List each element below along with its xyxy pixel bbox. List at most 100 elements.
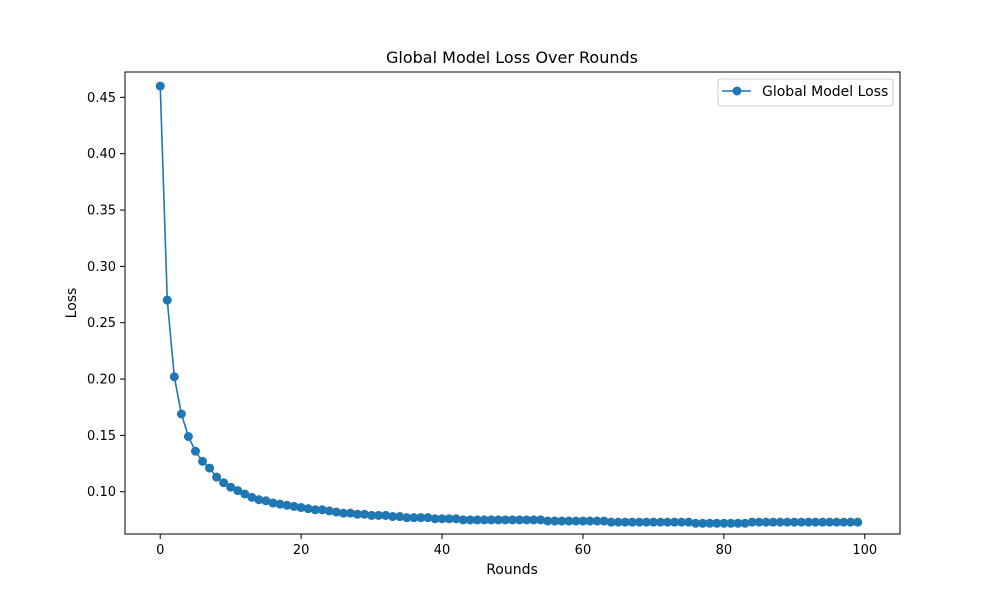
data-point — [585, 516, 595, 526]
data-point — [155, 81, 165, 91]
data-point — [846, 517, 856, 527]
y-tick-label: 0.30 — [87, 260, 116, 275]
data-point — [219, 478, 229, 488]
data-point — [613, 517, 623, 527]
data-point — [578, 516, 588, 526]
chart-title: Global Model Loss Over Rounds — [386, 48, 638, 67]
data-point — [522, 515, 532, 525]
data-point — [515, 515, 525, 525]
data-point — [289, 501, 299, 511]
data-point — [663, 517, 672, 527]
y-axis: 0.10 0.15 0.20 0.25 0.30 0.35 0.40 0.45 — [87, 91, 125, 500]
data-point — [275, 499, 285, 509]
data-point — [402, 513, 412, 523]
data-point — [444, 514, 454, 524]
legend-marker-icon — [732, 86, 742, 96]
y-tick-label: 0.35 — [87, 204, 116, 219]
data-point — [839, 517, 849, 527]
data-point — [571, 516, 581, 526]
data-point — [825, 517, 835, 527]
y-tick-label: 0.45 — [87, 91, 116, 106]
data-point — [705, 518, 715, 528]
data-point — [437, 514, 447, 524]
data-point — [240, 489, 250, 499]
data-point — [768, 517, 778, 527]
data-point — [832, 517, 842, 527]
data-point — [648, 517, 658, 527]
data-point — [550, 516, 560, 526]
data-point — [789, 517, 799, 527]
x-tick-label: 40 — [434, 543, 451, 558]
data-point — [296, 503, 306, 513]
data-point — [338, 508, 348, 518]
data-point — [500, 515, 510, 525]
data-point — [381, 510, 391, 520]
plot-area — [124, 71, 901, 535]
data-point — [317, 505, 327, 515]
x-tick-label: 20 — [293, 543, 310, 558]
legend-label: Global Model Loss — [762, 84, 888, 100]
data-point — [183, 432, 193, 442]
data-point — [409, 513, 419, 523]
data-point — [691, 518, 701, 528]
x-axis-label: Rounds — [486, 562, 538, 578]
x-tick-label: 0 — [156, 543, 164, 558]
data-point — [493, 515, 503, 525]
data-point — [423, 513, 433, 523]
data-point — [761, 517, 771, 527]
data-point — [268, 498, 278, 508]
data-point — [733, 518, 743, 528]
data-point — [212, 472, 222, 482]
data-point — [529, 515, 539, 525]
data-point — [775, 517, 785, 527]
data-point — [451, 514, 461, 524]
data-point — [282, 500, 292, 510]
data-point — [677, 517, 687, 527]
data-point — [599, 516, 609, 526]
data-point — [190, 446, 200, 456]
data-point — [416, 513, 426, 523]
data-point — [782, 517, 792, 527]
data-point — [247, 492, 257, 502]
x-tick-label: 80 — [716, 543, 733, 558]
data-point — [205, 463, 215, 473]
data-point — [472, 515, 482, 525]
data-point — [360, 509, 370, 519]
data-point — [698, 518, 708, 528]
data-point — [641, 517, 651, 527]
data-point — [303, 504, 313, 514]
data-point — [226, 482, 236, 492]
data-point — [324, 506, 334, 516]
series-group — [155, 81, 863, 528]
data-point — [254, 495, 264, 505]
data-point — [395, 512, 405, 522]
data-point — [557, 516, 567, 526]
data-point — [233, 486, 243, 496]
data-point — [261, 496, 271, 506]
y-axis-label: Loss — [64, 288, 80, 319]
data-point — [374, 510, 384, 520]
legend: Global Model Loss — [717, 78, 894, 107]
data-point — [465, 515, 475, 525]
y-tick-label: 0.25 — [87, 316, 116, 331]
data-point — [712, 518, 722, 528]
data-point — [508, 515, 517, 525]
data-point — [670, 517, 680, 527]
data-point — [726, 518, 736, 528]
data-point — [543, 516, 553, 526]
data-point — [719, 518, 729, 528]
x-tick-label: 60 — [575, 543, 592, 558]
data-point — [486, 515, 496, 525]
data-point — [655, 517, 665, 527]
data-point — [162, 295, 172, 305]
legend-box — [717, 78, 894, 107]
data-point — [310, 505, 320, 515]
data-point — [818, 517, 827, 527]
data-point — [353, 509, 362, 519]
data-point — [367, 510, 377, 520]
x-axis: 0 20 40 60 80 100 — [156, 534, 877, 558]
data-point — [169, 372, 179, 382]
data-point — [606, 517, 616, 527]
data-point — [796, 517, 806, 527]
